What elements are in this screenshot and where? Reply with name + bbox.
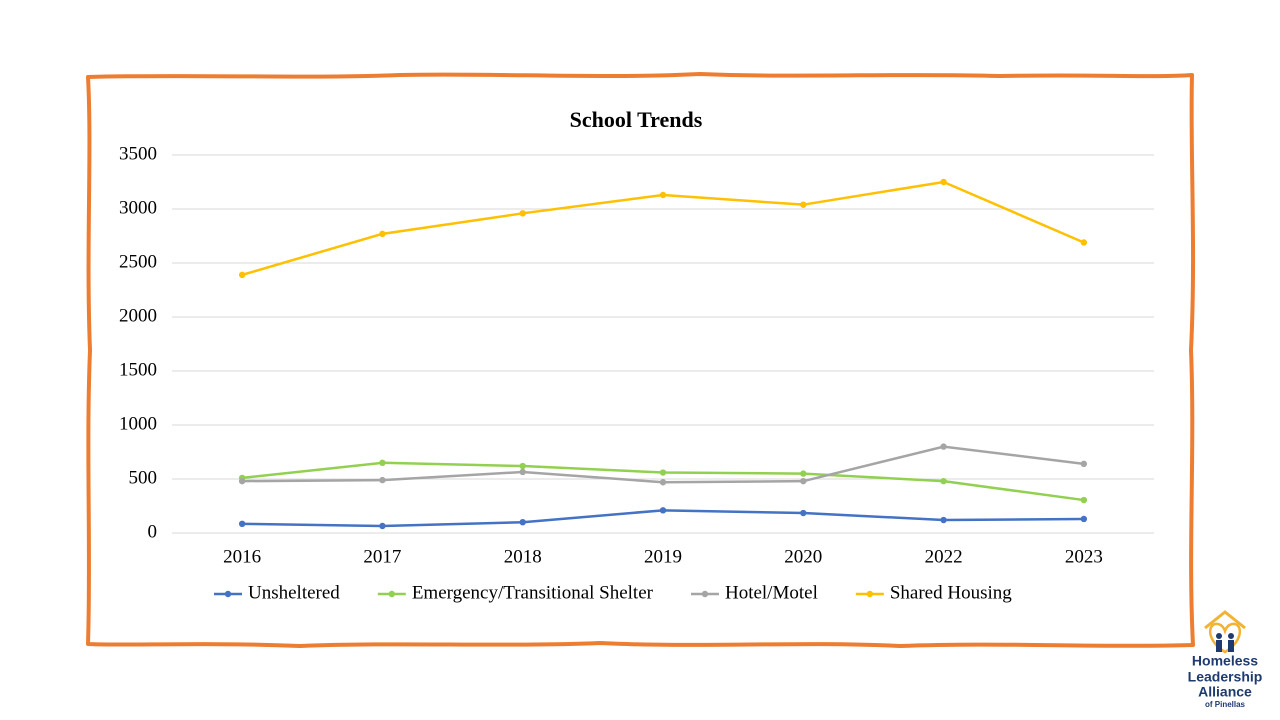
point [1080,460,1088,468]
logo-heart [1209,622,1241,654]
y-tick-label: 1000 [119,413,157,434]
point [940,178,947,186]
x-tick-label: 2016 [223,546,261,567]
point [519,519,526,526]
point [1080,515,1088,523]
x-tick-label: 2023 [1065,546,1103,567]
logo-text: Leadership [1188,669,1263,685]
x-tick-label: 2017 [363,546,401,567]
y-tick-label: 2500 [119,251,157,272]
legend-label: Unsheltered [248,582,340,603]
x-tick-label: 2020 [784,546,822,567]
point [238,520,246,528]
point [940,477,947,485]
point [379,476,386,484]
logo-figure [1228,640,1234,652]
legend-label: Emergency/Transitional Shelter [412,582,654,603]
legend-marker [866,590,874,598]
legend-item: Emergency/Transitional Shelter [377,582,654,603]
point [940,516,947,524]
legend-item: Hotel/Motel [690,582,818,603]
point [238,271,246,279]
point [519,468,526,476]
frame [86,72,1196,648]
legend-label: Hotel/Motel [725,582,818,603]
logo-figure [1228,633,1234,639]
x-tick-label: 2019 [644,546,682,567]
legend-marker [224,590,232,598]
x-tick-label: 2022 [925,546,963,567]
legend-item: Unsheltered [214,582,340,603]
point [800,201,807,208]
y-tick-label: 500 [129,467,158,488]
legend-label: Shared Housing [890,582,1012,603]
x-tick-label: 2018 [504,546,542,567]
point [800,477,807,485]
chart-title: School Trends [570,107,703,132]
logo-figure [1216,640,1222,652]
legend-marker [388,590,396,598]
point [519,210,526,217]
y-tick-label: 1500 [119,359,157,380]
point [238,477,246,485]
legend-item: Shared Housing [855,582,1012,603]
point [800,470,807,477]
point [379,230,386,238]
point [1080,496,1088,504]
logo-text: of Pinellas [1205,700,1246,709]
point [519,462,526,470]
point [379,522,386,530]
point [659,191,667,199]
point [800,509,807,517]
logo: Homeless Leadership Alliance of Pinellas [1188,610,1263,709]
point [1080,239,1088,246]
y-tick-label: 0 [148,521,158,542]
point [659,507,667,514]
point [940,443,947,450]
logo-roof [1204,610,1246,630]
logo-figure [1216,633,1222,639]
logo-text: Alliance [1198,684,1252,700]
point [659,469,667,476]
legend-marker [701,590,709,598]
logo-text: Homeless [1192,653,1258,669]
y-tick-label: 3500 [119,143,157,164]
point [659,479,667,486]
point [379,459,386,466]
y-tick-label: 2000 [119,305,157,326]
y-tick-label: 3000 [119,197,157,218]
